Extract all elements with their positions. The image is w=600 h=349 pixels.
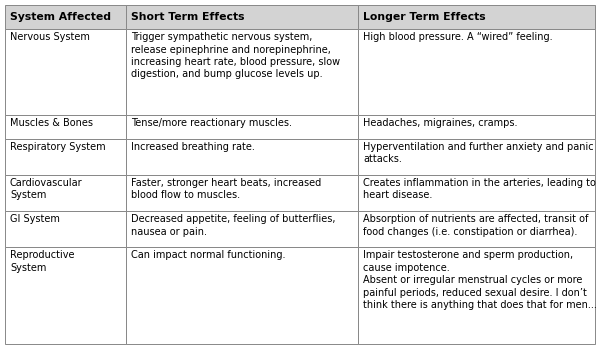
Text: Absorption of nutrients are affected, transit of
food changes (i.e. constipation: Absorption of nutrients are affected, tr… [363, 214, 589, 237]
Bar [5, 139, 126, 175]
Bar [5, 175, 126, 211]
Text: Respiratory System: Respiratory System [10, 142, 106, 152]
Bar [358, 115, 595, 139]
Text: Can impact normal functioning.: Can impact normal functioning. [131, 251, 286, 260]
Text: GI System: GI System [10, 214, 60, 224]
Bar [5, 5, 126, 29]
Bar [5, 115, 126, 139]
Text: Trigger sympathetic nervous system,
release epinephrine and norepinephrine,
incr: Trigger sympathetic nervous system, rele… [131, 32, 340, 79]
Text: Reproductive
System: Reproductive System [10, 251, 74, 273]
Text: Faster, stronger heart beats, increased
blood flow to muscles.: Faster, stronger heart beats, increased … [131, 178, 321, 200]
Bar [126, 29, 358, 115]
Bar [358, 247, 595, 344]
Bar [358, 211, 595, 247]
Bar [5, 247, 126, 344]
Bar [5, 211, 126, 247]
Text: Cardiovascular
System: Cardiovascular System [10, 178, 83, 200]
Text: Headaches, migraines, cramps.: Headaches, migraines, cramps. [363, 118, 517, 128]
Bar [358, 175, 595, 211]
Text: Hyperventilation and further anxiety and panic
attacks.: Hyperventilation and further anxiety and… [363, 142, 593, 164]
Bar [126, 115, 358, 139]
Text: System Affected: System Affected [10, 12, 111, 22]
Text: Impair testosterone and sperm production,
cause impotence.
Absent or irregular m: Impair testosterone and sperm production… [363, 251, 597, 310]
Bar [126, 175, 358, 211]
Text: High blood pressure. A “wired” feeling.: High blood pressure. A “wired” feeling. [363, 32, 553, 42]
Bar [126, 139, 358, 175]
Bar [126, 5, 358, 29]
Text: Nervous System: Nervous System [10, 32, 90, 42]
Text: Short Term Effects: Short Term Effects [131, 12, 245, 22]
Bar [126, 247, 358, 344]
Bar [358, 5, 595, 29]
Text: Tense/more reactionary muscles.: Tense/more reactionary muscles. [131, 118, 292, 128]
Bar [358, 139, 595, 175]
Bar [5, 29, 126, 115]
Text: Increased breathing rate.: Increased breathing rate. [131, 142, 255, 152]
Text: Longer Term Effects: Longer Term Effects [363, 12, 485, 22]
Bar [126, 211, 358, 247]
Bar [358, 29, 595, 115]
Text: Decreased appetite, feeling of butterflies,
nausea or pain.: Decreased appetite, feeling of butterfli… [131, 214, 335, 237]
Text: Muscles & Bones: Muscles & Bones [10, 118, 93, 128]
Text: Creates inflammation in the arteries, leading to
heart disease.: Creates inflammation in the arteries, le… [363, 178, 596, 200]
